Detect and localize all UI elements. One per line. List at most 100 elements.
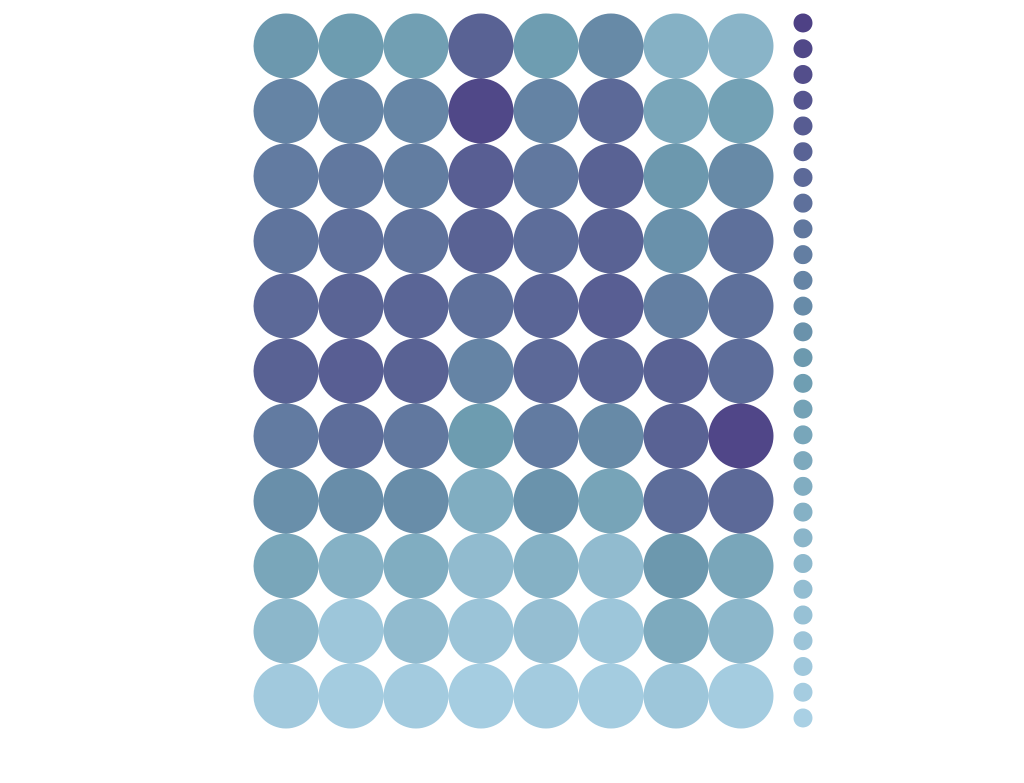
heatmap-cell-r1-c4 [513,78,579,144]
heatmap-cell-r1-c7 [708,78,774,144]
colorbar-swatch-21 [793,554,813,574]
heatmap-cell-r7-c7 [708,468,774,534]
heatmap-cell-r2-c2 [383,143,449,209]
heatmap-cells [253,13,774,729]
colorbar-swatch-2 [793,64,813,84]
heatmap-cell-r2-c5 [578,143,644,209]
heatmap-cell-r10-c5 [578,663,644,729]
heatmap-cell-r2-c7 [708,143,774,209]
heatmap-cell-r8-c2 [383,533,449,599]
colorbar-swatch-12 [793,322,813,342]
heatmap-cell-r1-c1 [318,78,384,144]
heatmap-cell-r8-c5 [578,533,644,599]
heatmap-cell-r10-c0 [253,663,319,729]
colorbar-swatch-24 [793,631,813,651]
colorbar [793,13,813,728]
heatmap-cell-r2-c3 [448,143,514,209]
heatmap-cell-r6-c3 [448,403,514,469]
heatmap-cell-r0-c4 [513,13,579,79]
heatmap-cell-r8-c1 [318,533,384,599]
heatmap-cell-r2-c0 [253,143,319,209]
colorbar-swatch-23 [793,605,813,625]
heatmap-cell-r10-c3 [448,663,514,729]
heatmap-cell-r4-c1 [318,273,384,339]
heatmap-cell-r0-c0 [253,13,319,79]
colorbar-swatch-15 [793,399,813,419]
heatmap-cell-r3-c3 [448,208,514,274]
heatmap-cell-r7-c2 [383,468,449,534]
heatmap-cell-r9-c3 [448,598,514,664]
heatmap-cell-r8-c6 [643,533,709,599]
heatmap-cell-r3-c7 [708,208,774,274]
colorbar-swatch-19 [793,502,813,522]
heatmap-cell-r7-c3 [448,468,514,534]
heatmap-cell-r8-c7 [708,533,774,599]
colorbar-swatch-13 [793,348,813,368]
colorbar-swatch-6 [793,167,813,187]
heatmap-cell-r8-c4 [513,533,579,599]
heatmap-cell-r9-c5 [578,598,644,664]
heatmap-cell-r1-c5 [578,78,644,144]
colorbar-swatch-27 [793,708,813,728]
heatmap-cell-r3-c1 [318,208,384,274]
heatmap-cell-r0-c1 [318,13,384,79]
colorbar-swatch-9 [793,245,813,265]
heatmap-cell-r7-c5 [578,468,644,534]
heatmap-cell-r5-c7 [708,338,774,404]
colorbar-swatch-11 [793,296,813,316]
heatmap-cell-r7-c4 [513,468,579,534]
heatmap-cell-r5-c6 [643,338,709,404]
colorbar-swatch-25 [793,657,813,677]
heatmap-cell-r2-c6 [643,143,709,209]
colorbar-swatch-8 [793,219,813,239]
colorbar-swatch-22 [793,579,813,599]
heatmap-cell-r1-c6 [643,78,709,144]
heatmap-cell-r7-c1 [318,468,384,534]
heatmap-cell-r9-c4 [513,598,579,664]
heatmap-cell-r5-c0 [253,338,319,404]
heatmap-cell-r9-c6 [643,598,709,664]
heatmap-cell-r6-c4 [513,403,579,469]
heatmap-cell-r0-c6 [643,13,709,79]
heatmap-cell-r5-c4 [513,338,579,404]
heatmap-cell-r9-c1 [318,598,384,664]
heatmap-cell-r1-c0 [253,78,319,144]
colorbar-swatch-10 [793,270,813,290]
heatmap-cell-r10-c6 [643,663,709,729]
heatmap-cell-r1-c2 [383,78,449,144]
heatmap-cell-r10-c1 [318,663,384,729]
heatmap-cell-r9-c7 [708,598,774,664]
colorbar-swatch-1 [793,39,813,59]
colorbar-swatch-20 [793,528,813,548]
heatmap-cell-r6-c0 [253,403,319,469]
heatmap-cell-r0-c5 [578,13,644,79]
colorbar-swatch-0 [793,13,813,33]
colorbar-swatch-16 [793,425,813,445]
heatmap-cell-r5-c3 [448,338,514,404]
heatmap-cell-r4-c7 [708,273,774,339]
heatmap-cell-r3-c5 [578,208,644,274]
colorbar-swatch-14 [793,373,813,393]
heatmap-cell-r3-c6 [643,208,709,274]
colorbar-swatch-5 [793,142,813,162]
heatmap-cell-r5-c1 [318,338,384,404]
colorbar-swatch-7 [793,193,813,213]
heatmap-cell-r3-c0 [253,208,319,274]
heatmap-cell-r9-c2 [383,598,449,664]
heatmap-cell-r0-c3 [448,13,514,79]
heatmap-cell-r3-c2 [383,208,449,274]
heatmap-cell-r3-c4 [513,208,579,274]
heatmap-cell-r4-c5 [578,273,644,339]
heatmap-cell-r6-c1 [318,403,384,469]
heatmap-cell-r10-c4 [513,663,579,729]
heatmap-cell-r9-c0 [253,598,319,664]
heatmap-cell-r6-c7 [708,403,774,469]
heatmap-cell-r6-c2 [383,403,449,469]
heatmap-cell-r6-c5 [578,403,644,469]
heatmap-cell-r8-c3 [448,533,514,599]
heatmap-cell-r7-c6 [643,468,709,534]
heatmap-cell-r5-c2 [383,338,449,404]
heatmap-cell-r4-c4 [513,273,579,339]
heatmap-cell-r0-c7 [708,13,774,79]
